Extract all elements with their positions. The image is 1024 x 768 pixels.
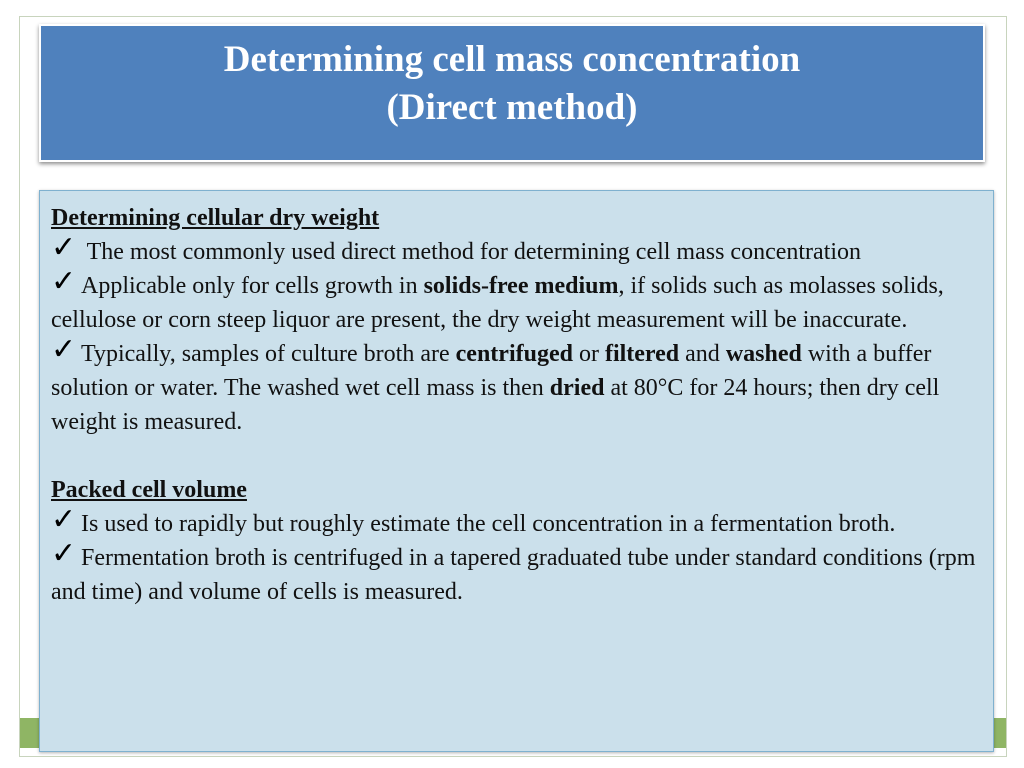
bullet-packed-volume-1: ✓ Is used to rapidly but roughly estimate…	[51, 503, 979, 541]
bullet-text: Applicable only for cells growth in	[81, 273, 424, 299]
bullet-emphasis: centrifuged	[455, 341, 573, 367]
bullet-dry-weight-1: ✓ The most commonly used direct method f…	[51, 231, 979, 269]
checkmark-icon: ✓	[51, 537, 77, 570]
checkmark-icon: ✓	[51, 503, 77, 536]
bullet-text: Fermentation broth is centrifuged in a t…	[51, 545, 976, 605]
checkmark-icon: ✓	[51, 333, 77, 366]
bullet-packed-volume-2: ✓ Fermentation broth is centrifuged in a …	[51, 537, 979, 609]
bullet-text: at 80°C for 24 hours; then dry cell weig…	[51, 375, 940, 435]
checkmark-icon: ✓	[51, 231, 77, 264]
bullet-emphasis: filtered	[604, 341, 680, 367]
section-heading-dry-weight: Determining cellular dry weight	[51, 205, 380, 231]
bullet-text: , if solids such as molasses solids, cel…	[51, 273, 944, 333]
checkmark-icon: ✓	[51, 265, 77, 298]
bullet-emphasis: solids-free medium	[423, 273, 619, 299]
bullet-emphasis: washed	[725, 341, 802, 367]
bullet-text: with a buffer solution or water. The was…	[51, 341, 932, 401]
title-line-2: (Direct method)	[386, 87, 638, 128]
bullet-dry-weight-3: ✓ Typically, samples of culture broth are…	[51, 333, 979, 439]
bullet-text: and	[679, 341, 726, 367]
title-banner: Determining cell mass concentration (Dir…	[39, 24, 985, 162]
title-line-1: Determining cell mass concentration	[223, 39, 801, 80]
bullet-emphasis: dried	[549, 375, 605, 401]
bullet-text: Is used to rapidly but roughly estimate …	[81, 511, 896, 537]
section-spacer	[51, 439, 979, 473]
content-panel: Determining cellular dry weight ✓ The mo…	[39, 190, 994, 752]
bullet-text: Typically, samples of culture broth are	[81, 341, 456, 367]
bullet-text: The most commonly used direct method for…	[86, 239, 862, 265]
bullet-dry-weight-2: ✓ Applicable only for cells growth in sol…	[51, 265, 979, 337]
section-heading-packed-volume: Packed cell volume	[51, 477, 247, 503]
slide-title: Determining cell mass concentration (Dir…	[224, 36, 800, 132]
bullet-text: or	[572, 341, 605, 367]
